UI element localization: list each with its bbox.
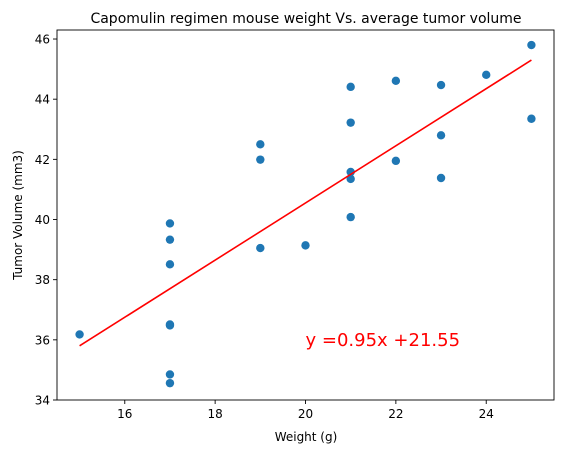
y-axis-label: Tumor Volume (mm3) xyxy=(11,150,25,281)
data-point xyxy=(391,156,401,166)
y-tick-label: 36 xyxy=(35,333,50,347)
y-tick-label: 38 xyxy=(35,273,50,287)
data-point xyxy=(436,131,446,140)
data-point xyxy=(391,76,401,86)
x-axis-label: Weight (g) xyxy=(275,430,338,444)
data-point xyxy=(346,174,355,184)
data-point xyxy=(165,378,175,388)
data-point xyxy=(165,219,175,228)
data-point xyxy=(436,80,446,90)
data-point xyxy=(165,235,175,244)
y-tick-label: 46 xyxy=(35,33,50,47)
y-tick-label: 34 xyxy=(35,394,50,408)
data-point xyxy=(436,173,446,183)
data-point xyxy=(346,82,355,92)
data-point xyxy=(256,155,265,164)
data-point xyxy=(346,118,355,127)
data-point xyxy=(165,370,175,379)
data-point xyxy=(256,243,265,253)
x-tick-label: 20 xyxy=(298,407,313,421)
data-point xyxy=(346,167,355,177)
data-point xyxy=(482,70,491,80)
y-tick-label: 42 xyxy=(35,153,50,167)
x-tick-label: 24 xyxy=(479,407,494,421)
data-point xyxy=(527,114,536,123)
data-point xyxy=(301,241,310,250)
data-point xyxy=(346,212,355,222)
plot-area: 16 18 20 22 24 34 36 38 40 42 44 46 xyxy=(35,29,555,421)
regression-line xyxy=(79,59,532,347)
regression-equation: y =0.95x +21.55 xyxy=(306,330,461,351)
data-point xyxy=(256,140,265,149)
data-point xyxy=(527,40,536,50)
x-tick-label: 16 xyxy=(117,407,132,421)
chart-title: Capomulin regimen mouse weight Vs. avera… xyxy=(90,11,521,27)
data-point xyxy=(165,260,175,269)
data-point xyxy=(165,321,175,330)
y-tick-label: 44 xyxy=(35,93,50,107)
y-tick-label: 40 xyxy=(35,213,50,227)
data-point xyxy=(75,330,84,339)
x-tick-label: 22 xyxy=(388,407,403,421)
x-tick-label: 18 xyxy=(207,407,222,421)
